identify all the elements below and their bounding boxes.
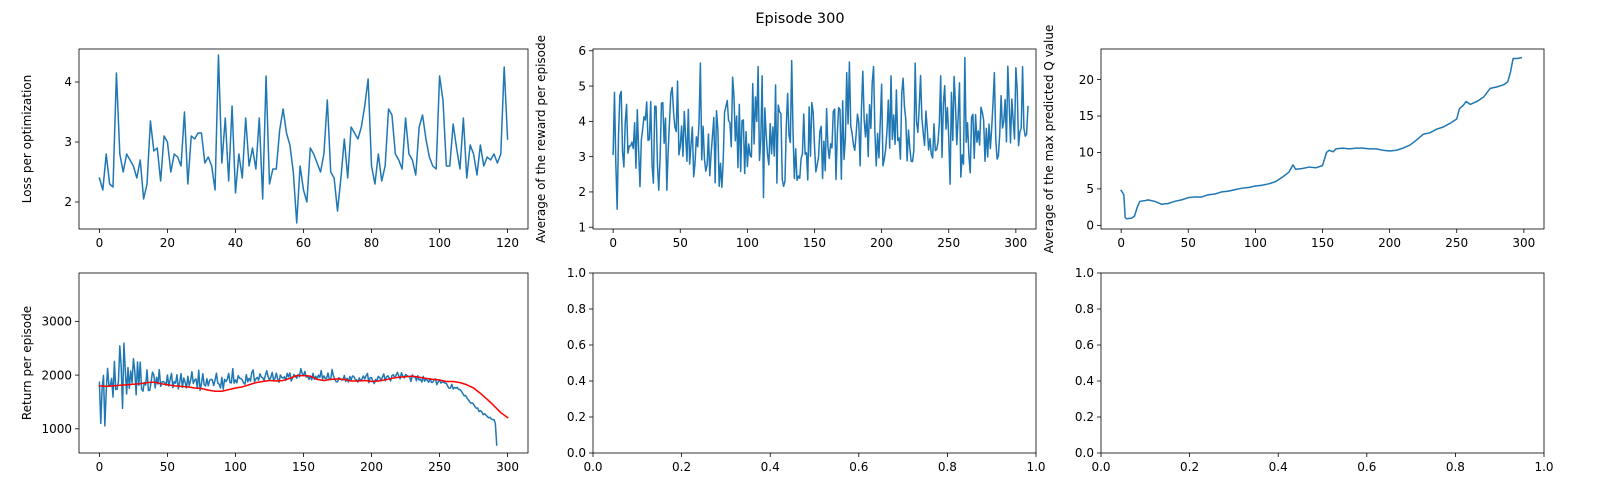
x-tick-label: 300 <box>496 460 519 474</box>
series-line-maxq-0 <box>1120 56 1523 220</box>
series-line-loss-0 <box>98 54 509 224</box>
y-tick-label: 1.0 <box>1075 266 1094 280</box>
y-axis-label: Average of the reward per episode <box>534 35 548 243</box>
y-tick-label: 1 <box>578 220 586 234</box>
y-tick-label: 3 <box>64 135 72 149</box>
y-tick-label: 0.8 <box>567 302 586 316</box>
y-tick-label: 0 <box>1086 219 1094 233</box>
x-tick-label: 1.0 <box>1026 460 1045 474</box>
y-tick-label: 0.0 <box>567 446 586 460</box>
x-tick-label: 0 <box>96 460 104 474</box>
y-tick-label: 0.2 <box>567 410 586 424</box>
x-tick-label: 150 <box>1311 236 1334 250</box>
y-axis-label: Average of the max predicted Q value <box>1042 25 1056 254</box>
x-tick-label: 0.8 <box>938 460 957 474</box>
x-tick-label: 50 <box>1181 236 1196 250</box>
x-tick-label: 1.0 <box>1534 460 1553 474</box>
x-tick-label: 150 <box>292 460 315 474</box>
series-line-reward-0 <box>612 56 1029 210</box>
y-tick-label: 0.8 <box>1075 302 1094 316</box>
figure-suptitle: Episode 300 <box>755 11 844 27</box>
subplot-reward: 0 50 100 150 200 250 300 1 2 3 4 5 6 Average of the r… <box>534 35 1037 250</box>
x-tick-label: 200 <box>870 236 893 250</box>
y-tick-label: 3000 <box>41 315 72 329</box>
x-tick-label: 0.4 <box>1269 460 1288 474</box>
y-tick-label: 2 <box>64 195 72 209</box>
x-tick-label: 250 <box>428 460 451 474</box>
y-tick-label: 1.0 <box>567 266 586 280</box>
x-tick-label: 20 <box>160 236 175 250</box>
x-tick-label: 150 <box>803 236 826 250</box>
x-tick-label: 300 <box>1512 236 1535 250</box>
y-tick-label: 0.4 <box>567 374 586 388</box>
y-tick-label: 6 <box>578 44 586 58</box>
x-tick-label: 80 <box>364 236 379 250</box>
axes-frame <box>592 272 1037 454</box>
x-tick-label: 200 <box>1378 236 1401 250</box>
x-tick-label: 100 <box>224 460 247 474</box>
x-tick-label: 200 <box>360 460 383 474</box>
x-tick-label: 50 <box>673 236 688 250</box>
x-tick-label: 0.6 <box>1357 460 1376 474</box>
axes-frame <box>1100 48 1545 230</box>
x-tick-label: 0 <box>1117 236 1125 250</box>
series-group <box>98 342 509 446</box>
y-tick-label: 1000 <box>41 422 72 436</box>
subplot-maxq: 0 50 100 150 200 250 300 0 5 10 15 20 Average of the… <box>1042 25 1545 254</box>
x-tick-label: 0.4 <box>761 460 780 474</box>
y-tick-label: 3 <box>578 150 586 164</box>
subplot-return: 0 50 100 150 200 250 300 1000 2000 3000 Return per… <box>20 272 529 474</box>
y-tick-label: 5 <box>578 79 586 93</box>
axes-frame <box>78 272 529 454</box>
axes-frame <box>1100 272 1545 454</box>
y-tick-label: 10 <box>1079 146 1094 160</box>
series-line-return-0 <box>98 342 498 446</box>
y-tick-label: 4 <box>578 115 586 129</box>
x-tick-label: 60 <box>296 236 311 250</box>
x-tick-label: 0 <box>96 236 104 250</box>
y-tick-label: 0.2 <box>1075 410 1094 424</box>
x-tick-label: 50 <box>160 460 175 474</box>
x-tick-label: 250 <box>937 236 960 250</box>
series-group <box>612 56 1029 210</box>
axes-frame <box>78 48 529 230</box>
y-tick-label: 4 <box>64 75 72 89</box>
y-tick-label: 20 <box>1079 73 1094 87</box>
y-tick-label: 0.0 <box>1075 446 1094 460</box>
y-axis-label: Return per episode <box>20 306 34 420</box>
x-tick-label: 100 <box>428 236 451 250</box>
x-tick-label: 100 <box>1244 236 1267 250</box>
y-tick-label: 2 <box>578 185 586 199</box>
x-tick-label: 0.8 <box>1446 460 1465 474</box>
y-tick-label: 5 <box>1086 182 1094 196</box>
series-group <box>98 54 509 224</box>
x-tick-label: 0.2 <box>1180 460 1199 474</box>
x-tick-label: 40 <box>228 236 243 250</box>
subplot-empty1: 0.0 0.2 0.4 0.6 0.8 1.0 0.0 0.2 0.4 0.6 0.8 1.0 <box>567 266 1046 474</box>
x-tick-label: 120 <box>496 236 519 250</box>
x-tick-label: 0.6 <box>849 460 868 474</box>
x-tick-label: 0 <box>609 236 617 250</box>
x-tick-label: 250 <box>1445 236 1468 250</box>
subplot-empty2: 0.0 0.2 0.4 0.6 0.8 1.0 0.0 0.2 0.4 0.6 0.8 1.0 <box>1075 266 1554 474</box>
x-tick-label: 0.0 <box>1091 460 1110 474</box>
x-tick-label: 0.2 <box>672 460 691 474</box>
y-tick-label: 0.4 <box>1075 374 1094 388</box>
series-group <box>1120 56 1523 220</box>
y-tick-label: 0.6 <box>567 338 586 352</box>
subplot-loss: 0 20 40 60 80 100 120 2 3 4 Loss per optimization <box>20 48 529 250</box>
series-line-return-1 <box>98 374 509 419</box>
x-tick-label: 100 <box>736 236 759 250</box>
x-tick-label: 300 <box>1004 236 1027 250</box>
y-axis-label: Loss per optimization <box>20 75 34 204</box>
y-tick-label: 0.6 <box>1075 338 1094 352</box>
y-tick-label: 2000 <box>41 368 72 382</box>
x-tick-label: 0.0 <box>583 460 602 474</box>
y-tick-label: 15 <box>1079 109 1094 123</box>
